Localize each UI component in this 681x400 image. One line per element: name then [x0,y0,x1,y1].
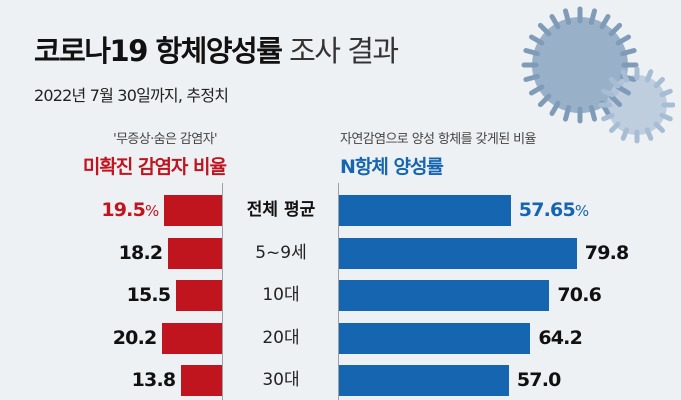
left-bar [181,365,222,396]
left-value-label: 18.2 [119,238,163,269]
right-axis-line [338,183,339,400]
page-title: 코로나19 항체양성률 조사 결과 [34,28,399,70]
category-label: 20대 [262,327,300,348]
right-value-text: 57.65 [518,199,576,221]
right-value-label: 64.2 [538,323,582,354]
right-bar [339,322,531,354]
category-label: 5~9세 [255,242,307,263]
right-series-subtitle: 자연감염으로 양성 항체를 갖게된 비율 [340,132,536,147]
left-value-label: 13.8 [132,365,176,396]
left-value-text: 20.2 [112,326,157,349]
right-series-title: N항체 양성률 [340,156,444,178]
subtitle: 2022년 7월 30일까지, 추정치 [34,86,229,105]
category-label: 30대 [262,370,300,390]
left-bar [162,322,222,354]
percent-unit: % [145,202,159,220]
right-bar [339,195,511,226]
left-axis-line [222,183,223,400]
right-value-label: 70.6 [557,280,601,311]
right-bar [339,237,577,269]
category-label: 10대 [262,285,300,305]
title-bold: 코로나19 항체양성률 [34,34,283,68]
left-value-label: 19.5% [101,195,159,227]
left-value-text: 15.5 [126,284,171,306]
right-bar [339,280,550,311]
right-value-text: 57.0 [516,369,561,391]
right-bar [339,365,509,396]
right-value-label: 57.0 [517,365,561,396]
left-value-text: 18.2 [118,241,163,264]
category-label: 전체 평균 [246,200,316,220]
percent-unit: % [574,202,589,220]
left-bar [168,237,222,269]
right-value-label: 79.8 [585,238,629,269]
virus-illustration [521,6,675,144]
left-value-text: 13.8 [131,369,176,391]
left-series-title: 미확진 감염자 비율 [82,156,227,178]
left-series-subtitle: '무증상·숨은 감염자' [113,132,218,147]
left-value-text: 19.5 [101,199,146,221]
right-value-text: 79.8 [584,241,629,264]
left-value-label: 15.5 [127,280,171,311]
left-bar [176,280,222,311]
left-bar [164,195,222,226]
right-value-text: 64.2 [538,326,582,349]
left-value-label: 20.2 [113,323,157,354]
right-value-text: 70.6 [557,284,602,306]
right-value-label: 57.65% [519,195,589,227]
title-light: 조사 결과 [289,34,399,68]
